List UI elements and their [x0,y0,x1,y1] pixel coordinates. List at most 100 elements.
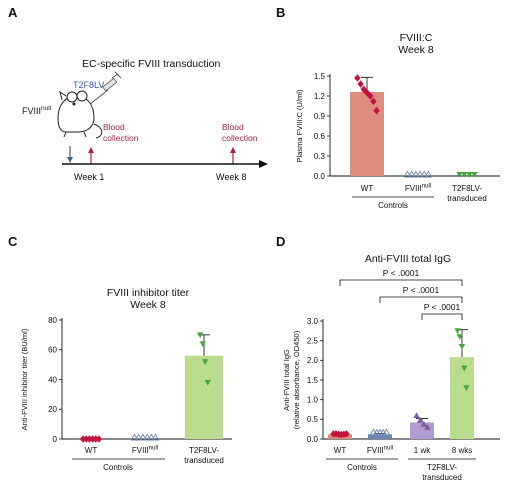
data-point-0-0 [354,74,361,82]
category-label-2: 1 wk [414,446,431,455]
y-tick-label-4: 80 [48,316,57,325]
bar-0 [350,92,384,176]
category-label-sup-1: null [384,446,393,452]
controls-group-label: Controls [347,463,377,472]
data-point-2-2 [202,359,209,365]
panel-d-letter: D [276,234,285,249]
data-point-1-2 [138,433,147,441]
y-tick-label-3: 0.9 [314,112,326,121]
category-label-line2-2: transduced [184,456,224,465]
y-tick-label-1: 0.3 [314,152,326,161]
data-point-2-2 [466,171,473,178]
significance-label-2: P < .0001 [424,302,461,312]
category-label-sup-1: null [149,446,158,452]
chart-title: Anti-FVIII total IgG [365,253,451,265]
category-label-0: WT [361,184,374,193]
panel-b-letter: B [276,5,285,20]
chart-title-line1: FVIII inhibitor titer [107,287,190,299]
category-label-1: FVIIInull [405,184,431,194]
category-label-sup-1: null [422,184,431,190]
data-point-3-3 [461,365,468,372]
blood-collection-2-line1: Blood [222,122,244,132]
mouse-label: FVIIInull [22,105,52,116]
data-point-1-4 [382,428,391,436]
y-axis-label-line2: (relative absorbance, OD450) [292,330,301,429]
data-point-1-0 [403,170,412,178]
t2f8lv-group-label-line1: T2F8LV- [427,463,457,472]
significance-bracket-0 [339,279,463,286]
data-point-1-3 [143,433,152,441]
category-label-text-3: 8 wks [452,446,472,455]
data-point-2-1 [199,341,206,347]
y-tick-label-1: 0.5 [307,415,319,424]
data-point-2-1 [461,171,468,178]
category-label-1: FVIIInull [367,446,393,456]
blood-collection-1-line1: Blood [103,122,125,132]
y-tick-label-1: 20 [48,405,57,414]
data-point-1-1 [407,170,416,178]
category-label-text-1: FVIII [367,446,384,455]
data-point-3-2 [458,344,466,350]
data-point-1-4 [420,170,429,178]
data-point-0-5 [370,97,377,106]
category-label-text-2: T2F8LV- [189,446,219,455]
data-point-2-3 [471,171,478,178]
category-label-text-1: FVIII [405,184,422,193]
chart-title-line1: FVIII:C [400,32,433,44]
blood-collection-2-line2: collection [222,133,258,143]
y-tick-label-4: 2.0 [307,356,319,365]
y-tick-label-0: 0.0 [314,172,326,181]
y-tick-label-5: 2.5 [307,336,319,345]
category-label-1: FVIIInull [132,446,158,456]
y-axis-label: Anti-FVIII inhibitor titer (BU/ml) [20,328,29,430]
data-point-2-2 [420,420,427,427]
data-point-3-0 [454,328,461,335]
category-label-text-0: WT [361,184,374,193]
category-label-0: WT [85,446,98,455]
data-point-1-3 [416,170,425,178]
category-label-3: 8 wks [452,446,472,455]
data-point-1-4 [147,433,156,441]
up-arrow-icon-week8 [230,147,236,164]
significance-label-1: P < .0001 [403,285,440,295]
data-point-0-4 [367,92,374,100]
category-label-2: T2F8LV- [452,184,482,193]
mouse-icon [57,90,103,139]
y-tick-label-6: 3.0 [307,317,319,326]
controls-group-label: Controls [103,463,133,472]
controls-group-label: Controls [378,201,408,210]
y-tick-label-2: 40 [48,375,57,384]
down-arrow-icon [67,146,73,163]
data-point-2-0 [456,171,463,178]
category-label-text-0: WT [85,446,98,455]
data-point-2-1 [417,416,424,423]
y-axis-label-line1: Anti-FVIII total IgG [282,349,291,411]
bar-2 [185,355,223,439]
data-point-2-0 [413,412,420,418]
blood-collection-1-line2: collection [103,133,139,143]
bar-1 [368,434,392,439]
y-tick-label-3: 60 [48,346,57,355]
t2f8lv-group-label-line2: transduced [422,473,462,482]
schematic-title: EC-specific FVIII transduction [82,58,220,70]
y-tick-label-0: 0.0 [307,435,319,444]
panel-c-letter: C [8,234,18,249]
category-label-text-2: 1 wk [414,446,431,455]
data-point-2-3 [204,379,211,386]
chart-d: Anti-FVIII total IgG Anti-FVIII total IgG… [282,253,500,482]
data-point-3-4 [463,385,470,392]
up-arrow-icon-week1 [88,147,94,164]
data-point-1-0 [130,433,139,441]
category-label-0: WT [334,446,347,455]
y-tick-label-0: 0 [53,435,58,444]
syringe-icon [84,71,122,109]
timeline-arrow [62,160,268,168]
significance-bracket-2 [421,313,463,320]
category-label-text-2: T2F8LV- [452,184,482,193]
category-label-text-0: WT [334,446,347,455]
